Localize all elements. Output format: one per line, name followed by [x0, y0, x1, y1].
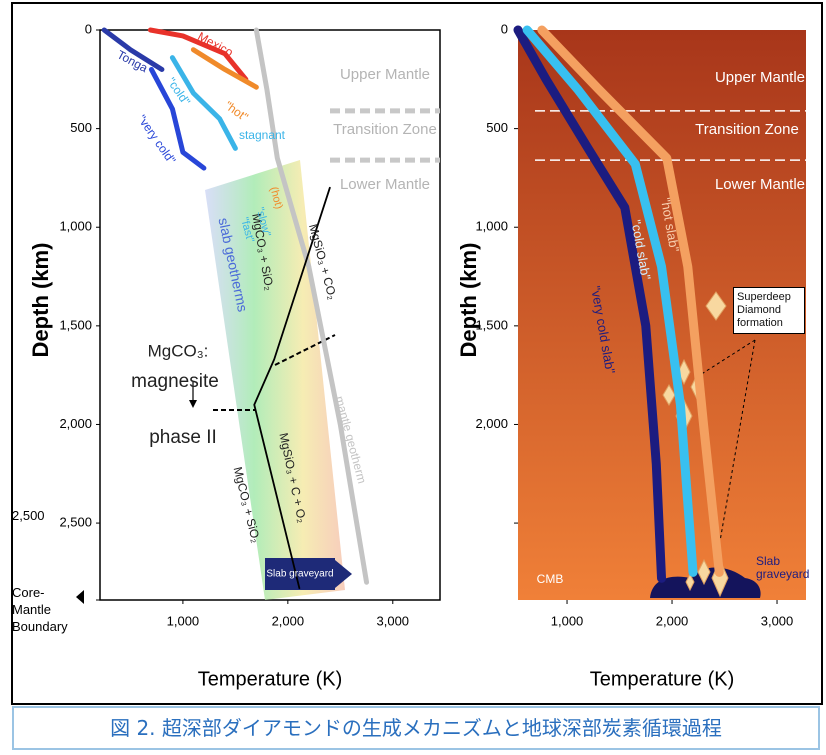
annotation: Slab graveyard: [266, 569, 333, 580]
x-tick-label: 3,000: [761, 613, 794, 628]
series-line: [101, 27, 165, 72]
annotation: Transition Zone: [333, 121, 437, 138]
dashed-boundary: [274, 334, 336, 366]
x-tick-label: 1,000: [167, 613, 200, 628]
y-tick-label: 1,500: [475, 317, 508, 332]
series-line: [147, 27, 249, 82]
pointer: [699, 339, 756, 376]
x-axis-label: Temperature (K): [590, 668, 735, 690]
annotation: Upper Mantle: [340, 66, 430, 83]
annotation: magnesite: [131, 371, 219, 392]
series-line: [148, 66, 207, 171]
pointer: [714, 339, 756, 571]
y-axis-label: Depth (km): [28, 243, 53, 358]
series-line: [513, 25, 667, 583]
caption: 図 2. 超深部ダイアモンドの生成メカニズムと地球深部炭素循環過程: [12, 706, 820, 750]
y-tick-label: 0: [85, 21, 92, 36]
annotation: stagnant: [239, 128, 286, 142]
y-tick-label: Core-Mantle Boundary: [12, 585, 68, 634]
y-tick-label: 2,000: [59, 416, 92, 431]
x-axis-label: Temperature (K): [198, 668, 343, 690]
annotation: CMB: [537, 572, 564, 586]
annotation: Lower Mantle: [715, 176, 805, 193]
y-tick-label: 2,500: [12, 508, 45, 524]
annotation: phase II: [149, 427, 217, 448]
annotation: Superdeep Diamond formation: [733, 287, 805, 334]
annotation: Lower Mantle: [340, 176, 430, 193]
y-tick-label: 500: [486, 120, 508, 135]
series-line: [253, 27, 370, 585]
y-tick-label: 2,000: [475, 416, 508, 431]
series-line: [537, 25, 724, 577]
figure-frame: [11, 2, 823, 705]
x-tick-label: 3,000: [377, 613, 410, 628]
x-tick-label: 1,000: [551, 613, 584, 628]
y-tick-label: 1,000: [475, 219, 508, 234]
y-tick-label: 1,500: [59, 317, 92, 332]
annotation: (hot): [267, 185, 284, 210]
series-line: [190, 47, 259, 90]
annotation: MgCO₃:: [148, 341, 209, 360]
series-line: [169, 55, 238, 151]
x-tick-label: 2,000: [656, 613, 689, 628]
y-tick-label: 500: [70, 120, 92, 135]
y-tick-label: 1,000: [59, 219, 92, 234]
x-tick-label: 2,000: [272, 613, 305, 628]
arrow-head: [335, 560, 352, 588]
annotation: Upper Mantle: [715, 69, 805, 86]
series-line: [253, 186, 331, 590]
slab-graveyard-blob: [650, 567, 761, 598]
y-axis-label: Depth (km): [456, 243, 481, 358]
series-line: [522, 25, 698, 577]
annotation: Slab graveyard: [756, 554, 810, 581]
y-tick-label: 0: [501, 21, 508, 36]
slab-graveyard-block: [265, 558, 335, 590]
annotation: Transition Zone: [695, 121, 799, 138]
arrow-head: [189, 400, 197, 408]
cmb-marker: [76, 590, 84, 604]
y-tick-label: 2,500: [59, 515, 92, 530]
